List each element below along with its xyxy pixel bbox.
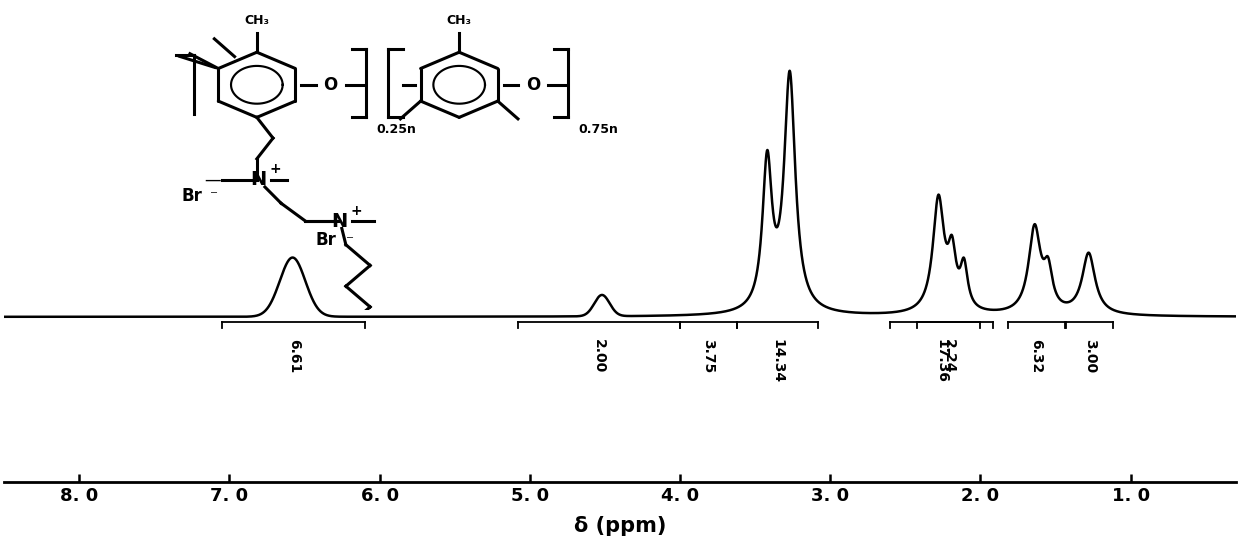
Text: 3.00: 3.00 bbox=[1083, 339, 1097, 373]
X-axis label: δ (ppm): δ (ppm) bbox=[574, 516, 666, 536]
Text: 14.34: 14.34 bbox=[771, 339, 785, 383]
Text: 2.00: 2.00 bbox=[591, 339, 606, 373]
Text: 2.24: 2.24 bbox=[942, 339, 956, 373]
Text: 17.36: 17.36 bbox=[935, 339, 949, 382]
Text: 3.75: 3.75 bbox=[702, 339, 715, 373]
Text: 6.32: 6.32 bbox=[1029, 339, 1043, 373]
Text: 6.61: 6.61 bbox=[286, 339, 301, 373]
